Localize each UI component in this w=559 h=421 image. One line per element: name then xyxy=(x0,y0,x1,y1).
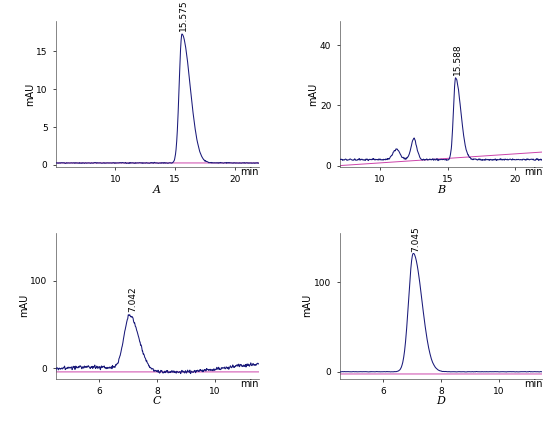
Text: D: D xyxy=(437,397,446,406)
Text: C: C xyxy=(153,397,162,406)
Text: min: min xyxy=(524,167,542,177)
Text: B: B xyxy=(437,185,445,195)
Y-axis label: mAU: mAU xyxy=(302,294,312,317)
Text: min: min xyxy=(240,167,258,177)
Text: 15.575: 15.575 xyxy=(179,0,188,30)
Text: 7.042: 7.042 xyxy=(128,287,137,312)
Text: A: A xyxy=(153,185,161,195)
Y-axis label: mAU: mAU xyxy=(25,83,35,106)
Y-axis label: mAU: mAU xyxy=(19,294,29,317)
Text: min: min xyxy=(524,379,542,389)
Text: min: min xyxy=(240,379,258,389)
Y-axis label: mAU: mAU xyxy=(309,83,319,106)
Text: 7.045: 7.045 xyxy=(411,226,421,252)
Text: 15.588: 15.588 xyxy=(453,44,462,75)
